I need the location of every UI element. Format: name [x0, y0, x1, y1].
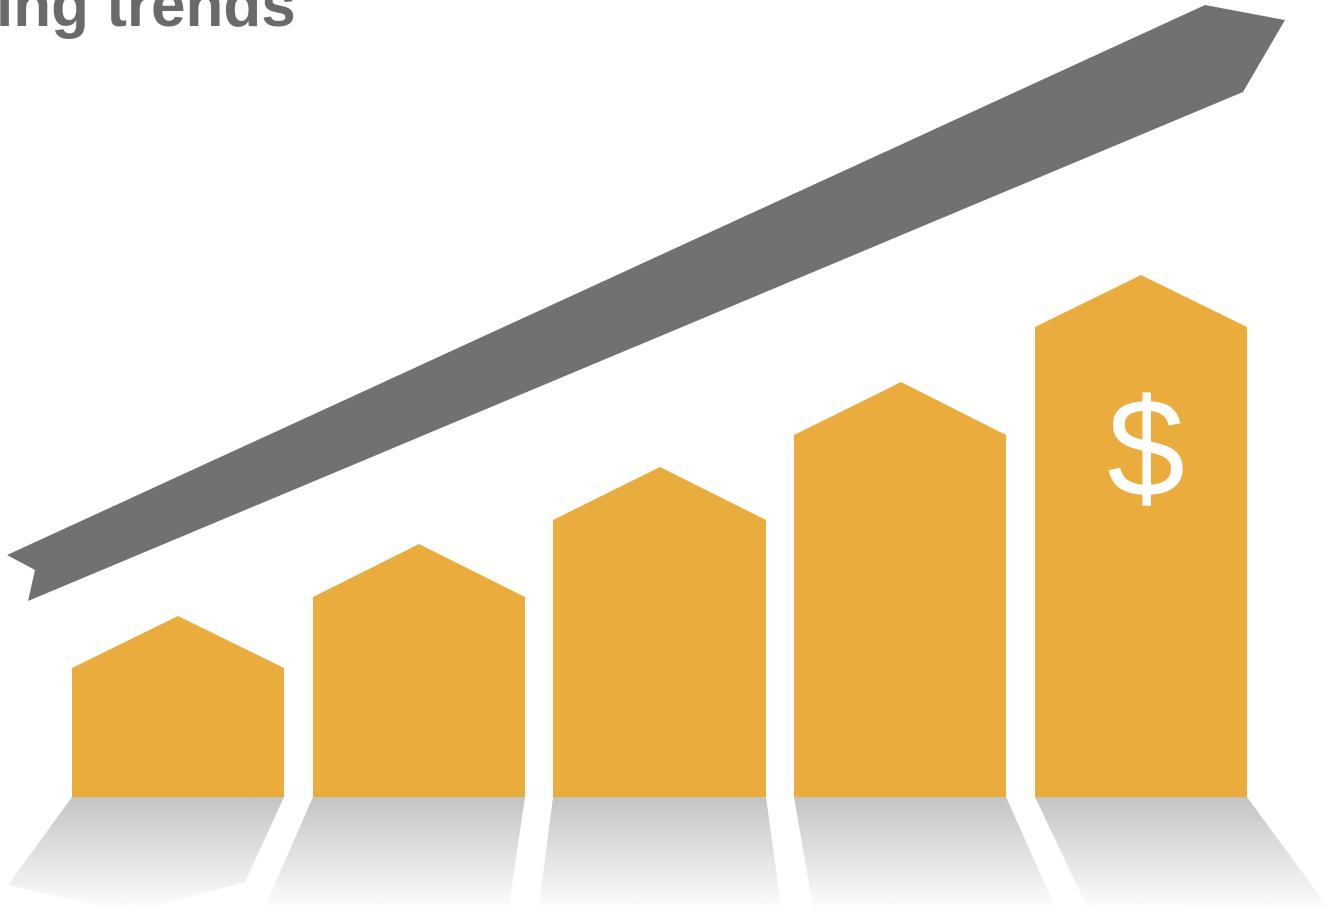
dollar-icon: $: [1107, 369, 1185, 526]
bar-shape: [553, 467, 766, 797]
bar-shape: [794, 382, 1006, 797]
bar-shape: [1035, 275, 1247, 797]
trend-arrow: [7, 5, 1285, 601]
reflections: [8, 797, 1330, 913]
reflection: [262, 797, 525, 913]
title: ing trends: [0, 0, 296, 40]
reflection: [538, 797, 782, 913]
reflection: [8, 797, 284, 913]
bars: [72, 275, 1247, 797]
reflection: [1035, 797, 1330, 913]
bar-shape: [72, 616, 284, 797]
reflection: [794, 797, 1058, 913]
bar-shape: [313, 544, 525, 797]
